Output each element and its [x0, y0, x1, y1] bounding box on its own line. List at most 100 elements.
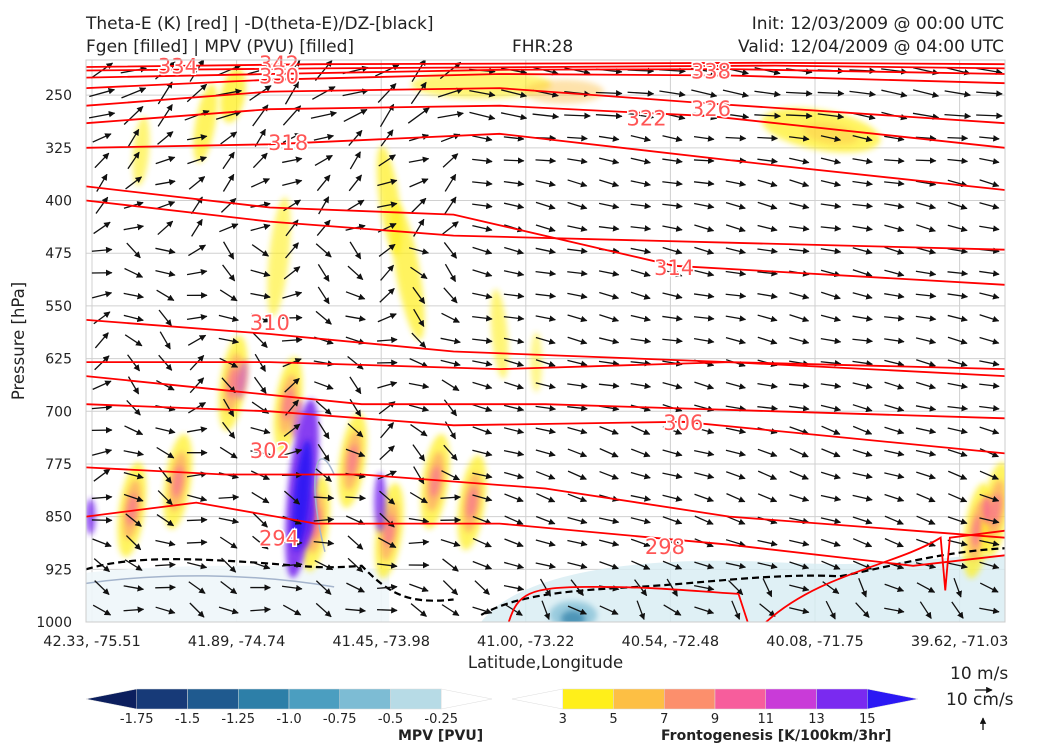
wind-vector [731, 600, 741, 620]
wind-vector [125, 535, 142, 551]
wind-vector [221, 377, 236, 394]
wind-vector [250, 269, 271, 278]
wind-vector [916, 493, 936, 503]
wind-vector [126, 399, 141, 416]
wind-vector [757, 270, 778, 277]
theta-e-label: 342 [259, 52, 299, 76]
wind-vector [156, 446, 175, 459]
wind-vector [728, 580, 744, 596]
wind-vector [599, 291, 620, 300]
wind-vector [726, 471, 746, 480]
theta-e-contour [86, 403, 1005, 455]
wind-vector [662, 246, 683, 255]
wind-vector [377, 583, 398, 591]
wind-vector [725, 449, 746, 457]
wind-vector [347, 557, 364, 573]
wind-vector [380, 129, 394, 147]
wind-vector [377, 313, 397, 323]
wind-vector [503, 561, 525, 570]
wind-vector [314, 559, 334, 571]
wind-vector [567, 539, 588, 547]
wind-vector [757, 179, 778, 188]
mpv-colorbar-swatch [238, 688, 290, 710]
y-tick-label: 925 [45, 562, 72, 578]
wind-vector [757, 224, 778, 233]
wind-vector [250, 606, 271, 613]
wind-vector [666, 578, 678, 597]
wind-vector [694, 381, 715, 390]
wind-vector [92, 380, 112, 390]
wind-vector [979, 582, 999, 593]
wind-vector [820, 517, 842, 525]
x-axis-label: Latitude,Longitude [468, 653, 623, 672]
wind-vector [158, 309, 172, 327]
wind-vector [789, 494, 810, 502]
wind-vector [410, 424, 428, 437]
wind-vector [188, 244, 206, 257]
wind-vector [443, 399, 458, 417]
wind-vector [220, 198, 237, 213]
wind-vector [722, 89, 749, 98]
wind-vector [852, 494, 873, 502]
wind-vector [472, 449, 493, 457]
wind-vector [630, 180, 651, 187]
wind-vector [186, 426, 208, 433]
wind-vector [121, 87, 147, 99]
wind-vector [91, 494, 113, 501]
wind-vector [630, 157, 651, 165]
theta-e-label: 326 [691, 97, 731, 121]
wind-vector [820, 382, 842, 390]
wind-vector [855, 602, 870, 618]
wind-vector [123, 472, 144, 480]
theta-e-contour [86, 501, 1005, 567]
wind-vector [222, 421, 236, 439]
wind-vector [472, 606, 493, 615]
wind-vector [916, 582, 936, 593]
wind-vector [915, 270, 937, 277]
wind-vector [89, 87, 116, 98]
wind-vector [757, 314, 778, 323]
wind-vector [659, 90, 686, 98]
wind-vector [630, 382, 652, 390]
wind-vector [757, 470, 778, 480]
wind-vector [599, 314, 620, 323]
wind-vector [852, 538, 873, 548]
wind-vector [317, 264, 330, 282]
wind-vector [189, 377, 205, 394]
wind-vector [472, 337, 493, 345]
wind-vector [884, 449, 905, 457]
wind-vector [346, 582, 365, 593]
wind-vector [691, 89, 718, 98]
wind-vector [408, 247, 430, 255]
wind-vector [693, 315, 715, 322]
wind-vector [916, 224, 936, 233]
wind-vector [821, 538, 841, 547]
mpv-colorbar-swatch [136, 688, 188, 710]
wind-vector [976, 67, 1003, 75]
wind-vector [535, 224, 556, 233]
wind-vector [884, 472, 905, 480]
wind-vector [789, 382, 810, 389]
wind-vector [252, 332, 268, 348]
wind-vector [503, 337, 525, 345]
wind-vector [440, 337, 461, 345]
wind-vector [157, 131, 174, 145]
wind-vector [567, 516, 588, 525]
wind-vector [789, 247, 810, 255]
wind-vector [379, 445, 395, 461]
wind-vector [408, 382, 430, 390]
wind-vector [627, 112, 655, 120]
wind-vector [947, 516, 968, 525]
wind-vector [443, 444, 458, 461]
wind-vector [694, 493, 714, 503]
wind-vector [725, 337, 746, 345]
wind-vector [567, 562, 588, 570]
x-tick-label: 41.45, -73.98 [332, 634, 429, 650]
wind-vector [884, 538, 904, 548]
wind-vector [155, 606, 176, 615]
wind-vector [127, 376, 140, 395]
wind-vector [979, 292, 1000, 300]
wind-vector [979, 202, 1000, 210]
wind-vector [379, 512, 395, 528]
wind-vector [821, 560, 841, 570]
